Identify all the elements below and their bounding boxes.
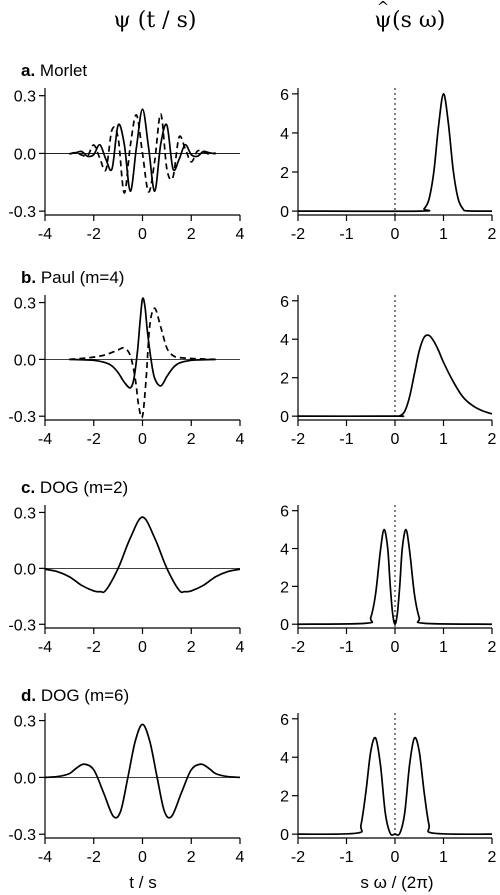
- y-tick-label: 2: [280, 371, 289, 388]
- panel-a: -4 -2 0 2 4 -0.3 0.0 0.3 a. Morlet: [8, 61, 244, 243]
- x-tick-label: 1: [439, 639, 448, 656]
- x-tick-label: 4: [236, 849, 245, 866]
- x-tick-label: 1: [439, 849, 448, 866]
- x-tick-label: 2: [488, 849, 497, 866]
- x-tick-label: 2: [488, 431, 497, 448]
- y-tick-label: 0: [280, 617, 289, 634]
- x-tick-label: 1: [439, 226, 448, 243]
- x-tick-label: 0: [391, 431, 400, 448]
- x-tick-label: -1: [339, 639, 353, 656]
- x-tick-label: -2: [87, 226, 101, 243]
- x-tick-label: 2: [187, 849, 196, 866]
- y-tick-label: 4: [280, 126, 289, 143]
- x-tick-label: 0: [391, 849, 400, 866]
- x-tick-label: -1: [339, 226, 353, 243]
- left-column-header: ψ (t / s): [114, 8, 197, 33]
- right-header-psi: ψ: [374, 8, 391, 33]
- right-header-hat: ^: [377, 0, 390, 16]
- panel-b-spectrum: -2 -1 0 1 2 0 2 4 6: [280, 294, 496, 448]
- panels: -4 -2 0 2 4-0.30.00.3a. Morlet-2 -1 0 1 20246-4-…: [8, 61, 496, 866]
- y-tick-label: 4: [280, 750, 289, 767]
- y-tick-label: 2: [280, 579, 289, 596]
- series-real-line: [297, 334, 493, 418]
- y-tick-label: -0.3: [8, 204, 36, 221]
- y-tick-label: 0.3: [14, 714, 36, 731]
- y-tick-label: 0.0: [14, 770, 36, 787]
- x-tick-label: 0: [138, 431, 147, 448]
- y-tick-label: 0.0: [14, 146, 36, 163]
- x-tick-label: 0: [138, 226, 147, 243]
- y-tick-label: -0.3: [8, 827, 36, 844]
- x-tick-label: 2: [187, 226, 196, 243]
- y-tick-label: 4: [280, 542, 289, 559]
- panel-title: d. DOG (m=6): [21, 686, 129, 705]
- series-imaginary-line: [69, 307, 216, 419]
- y-tick-label: 0.3: [14, 296, 36, 313]
- x-tick-label: 2: [187, 431, 196, 448]
- series-real-line: [44, 516, 241, 594]
- y-tick-label: 0.0: [14, 561, 36, 578]
- y-tick-label: 2: [280, 165, 289, 182]
- y-tick-label: 0.3: [14, 505, 36, 522]
- panel-title: c. DOG (m=2): [21, 478, 128, 497]
- x-tick-label: -1: [339, 431, 353, 448]
- x-tick-label: 0: [138, 639, 147, 656]
- x-tick-label: -4: [38, 639, 52, 656]
- x-tick-label: -4: [38, 226, 52, 243]
- y-tick-label: 6: [280, 87, 289, 104]
- x-tick-label: -4: [38, 431, 52, 448]
- y-tick-label: 6: [280, 712, 289, 729]
- y-tick-label: -0.3: [8, 617, 36, 634]
- x-tick-label: -4: [38, 849, 52, 866]
- y-tick-label: 6: [280, 294, 289, 311]
- x-tick-label: -2: [291, 226, 305, 243]
- right-column-header: ψ ^ (s ω): [374, 0, 445, 33]
- x-tick-label: 0: [391, 639, 400, 656]
- series-real-line: [297, 528, 493, 626]
- x-tick-label: -2: [87, 431, 101, 448]
- right-x-axis-label: s ω / (2π): [360, 873, 433, 892]
- panel-c: -4 -2 0 2 4 -0.3 0.0 0.3 c. DOG (m=2): [8, 478, 244, 656]
- y-tick-label: 0.3: [14, 89, 36, 106]
- y-tick-label: 0: [280, 204, 289, 221]
- x-tick-label: -2: [291, 639, 305, 656]
- y-tick-label: 0: [280, 827, 289, 844]
- left-x-axis-label: t / s: [129, 873, 156, 892]
- y-tick-label: 0.0: [14, 352, 36, 369]
- series-real-line: [44, 723, 241, 819]
- series-real-line: [69, 108, 216, 192]
- right-header-rest: (s ω): [392, 8, 445, 33]
- y-tick-label: 4: [280, 332, 289, 349]
- y-tick-label: 6: [280, 504, 289, 521]
- x-tick-label: 2: [488, 639, 497, 656]
- series-real-line: [297, 93, 493, 213]
- y-tick-label: -0.3: [8, 409, 36, 426]
- panel-c-spectrum: -2 -1 0 1 2 0 2 4 6: [280, 504, 496, 656]
- series-real-line: [69, 297, 216, 389]
- x-tick-label: 2: [187, 639, 196, 656]
- x-tick-label: 1: [439, 431, 448, 448]
- x-tick-label: 4: [236, 639, 245, 656]
- panel-d: -4 -2 0 2 4 -0.3 0.0 0.3 d. DOG (m=6): [8, 686, 244, 866]
- x-tick-label: 4: [236, 431, 245, 448]
- panel-b: -4 -2 0 2 4 -0.3 0.0 0.3 b. Paul (m=4): [8, 268, 244, 448]
- x-tick-label: 0: [138, 849, 147, 866]
- panel-title: b. Paul (m=4): [21, 268, 124, 287]
- x-tick-label: -2: [291, 849, 305, 866]
- series-real-line: [297, 736, 493, 836]
- x-tick-label: -2: [87, 849, 101, 866]
- y-tick-label: 2: [280, 789, 289, 806]
- x-tick-label: 2: [488, 226, 497, 243]
- x-tick-label: 0: [391, 226, 400, 243]
- x-tick-label: 4: [236, 226, 245, 243]
- panel-a-spectrum: -2 -1 0 1 2 0 2 4 6: [280, 87, 496, 243]
- panel-d-spectrum: -2 -1 0 1 2 0 2 4 6: [280, 712, 496, 866]
- panel-title: a. Morlet: [21, 61, 87, 80]
- x-tick-label: -1: [339, 849, 353, 866]
- y-tick-label: 0: [280, 409, 289, 426]
- x-tick-label: -2: [291, 431, 305, 448]
- x-tick-label: -2: [87, 639, 101, 656]
- series-imaginary-line: [69, 113, 216, 194]
